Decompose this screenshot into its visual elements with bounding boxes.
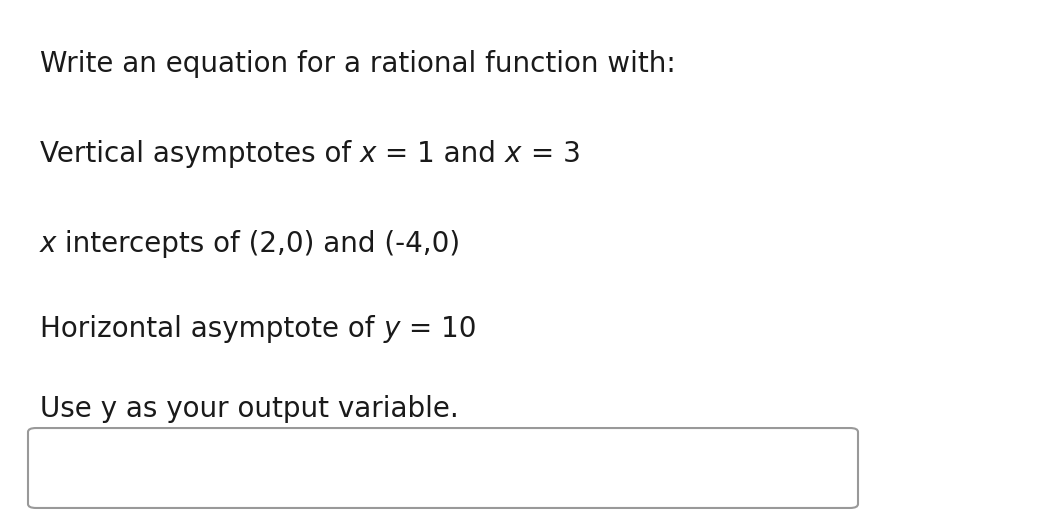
Text: Use y as your output variable.: Use y as your output variable. <box>40 395 458 423</box>
Text: intercepts of (2,0) and (-4,0): intercepts of (2,0) and (-4,0) <box>56 230 461 258</box>
Text: = 10: = 10 <box>399 315 476 343</box>
Text: Write an equation for a rational function with:: Write an equation for a rational functio… <box>40 50 676 78</box>
Text: x: x <box>360 140 376 168</box>
Text: Horizontal asymptote of: Horizontal asymptote of <box>40 315 384 343</box>
Text: x: x <box>40 230 56 258</box>
Text: x: x <box>505 140 522 168</box>
Text: = 1 and: = 1 and <box>376 140 505 168</box>
Text: Vertical asymptotes of: Vertical asymptotes of <box>40 140 360 168</box>
Text: y: y <box>384 315 399 343</box>
Text: = 3: = 3 <box>522 140 581 168</box>
